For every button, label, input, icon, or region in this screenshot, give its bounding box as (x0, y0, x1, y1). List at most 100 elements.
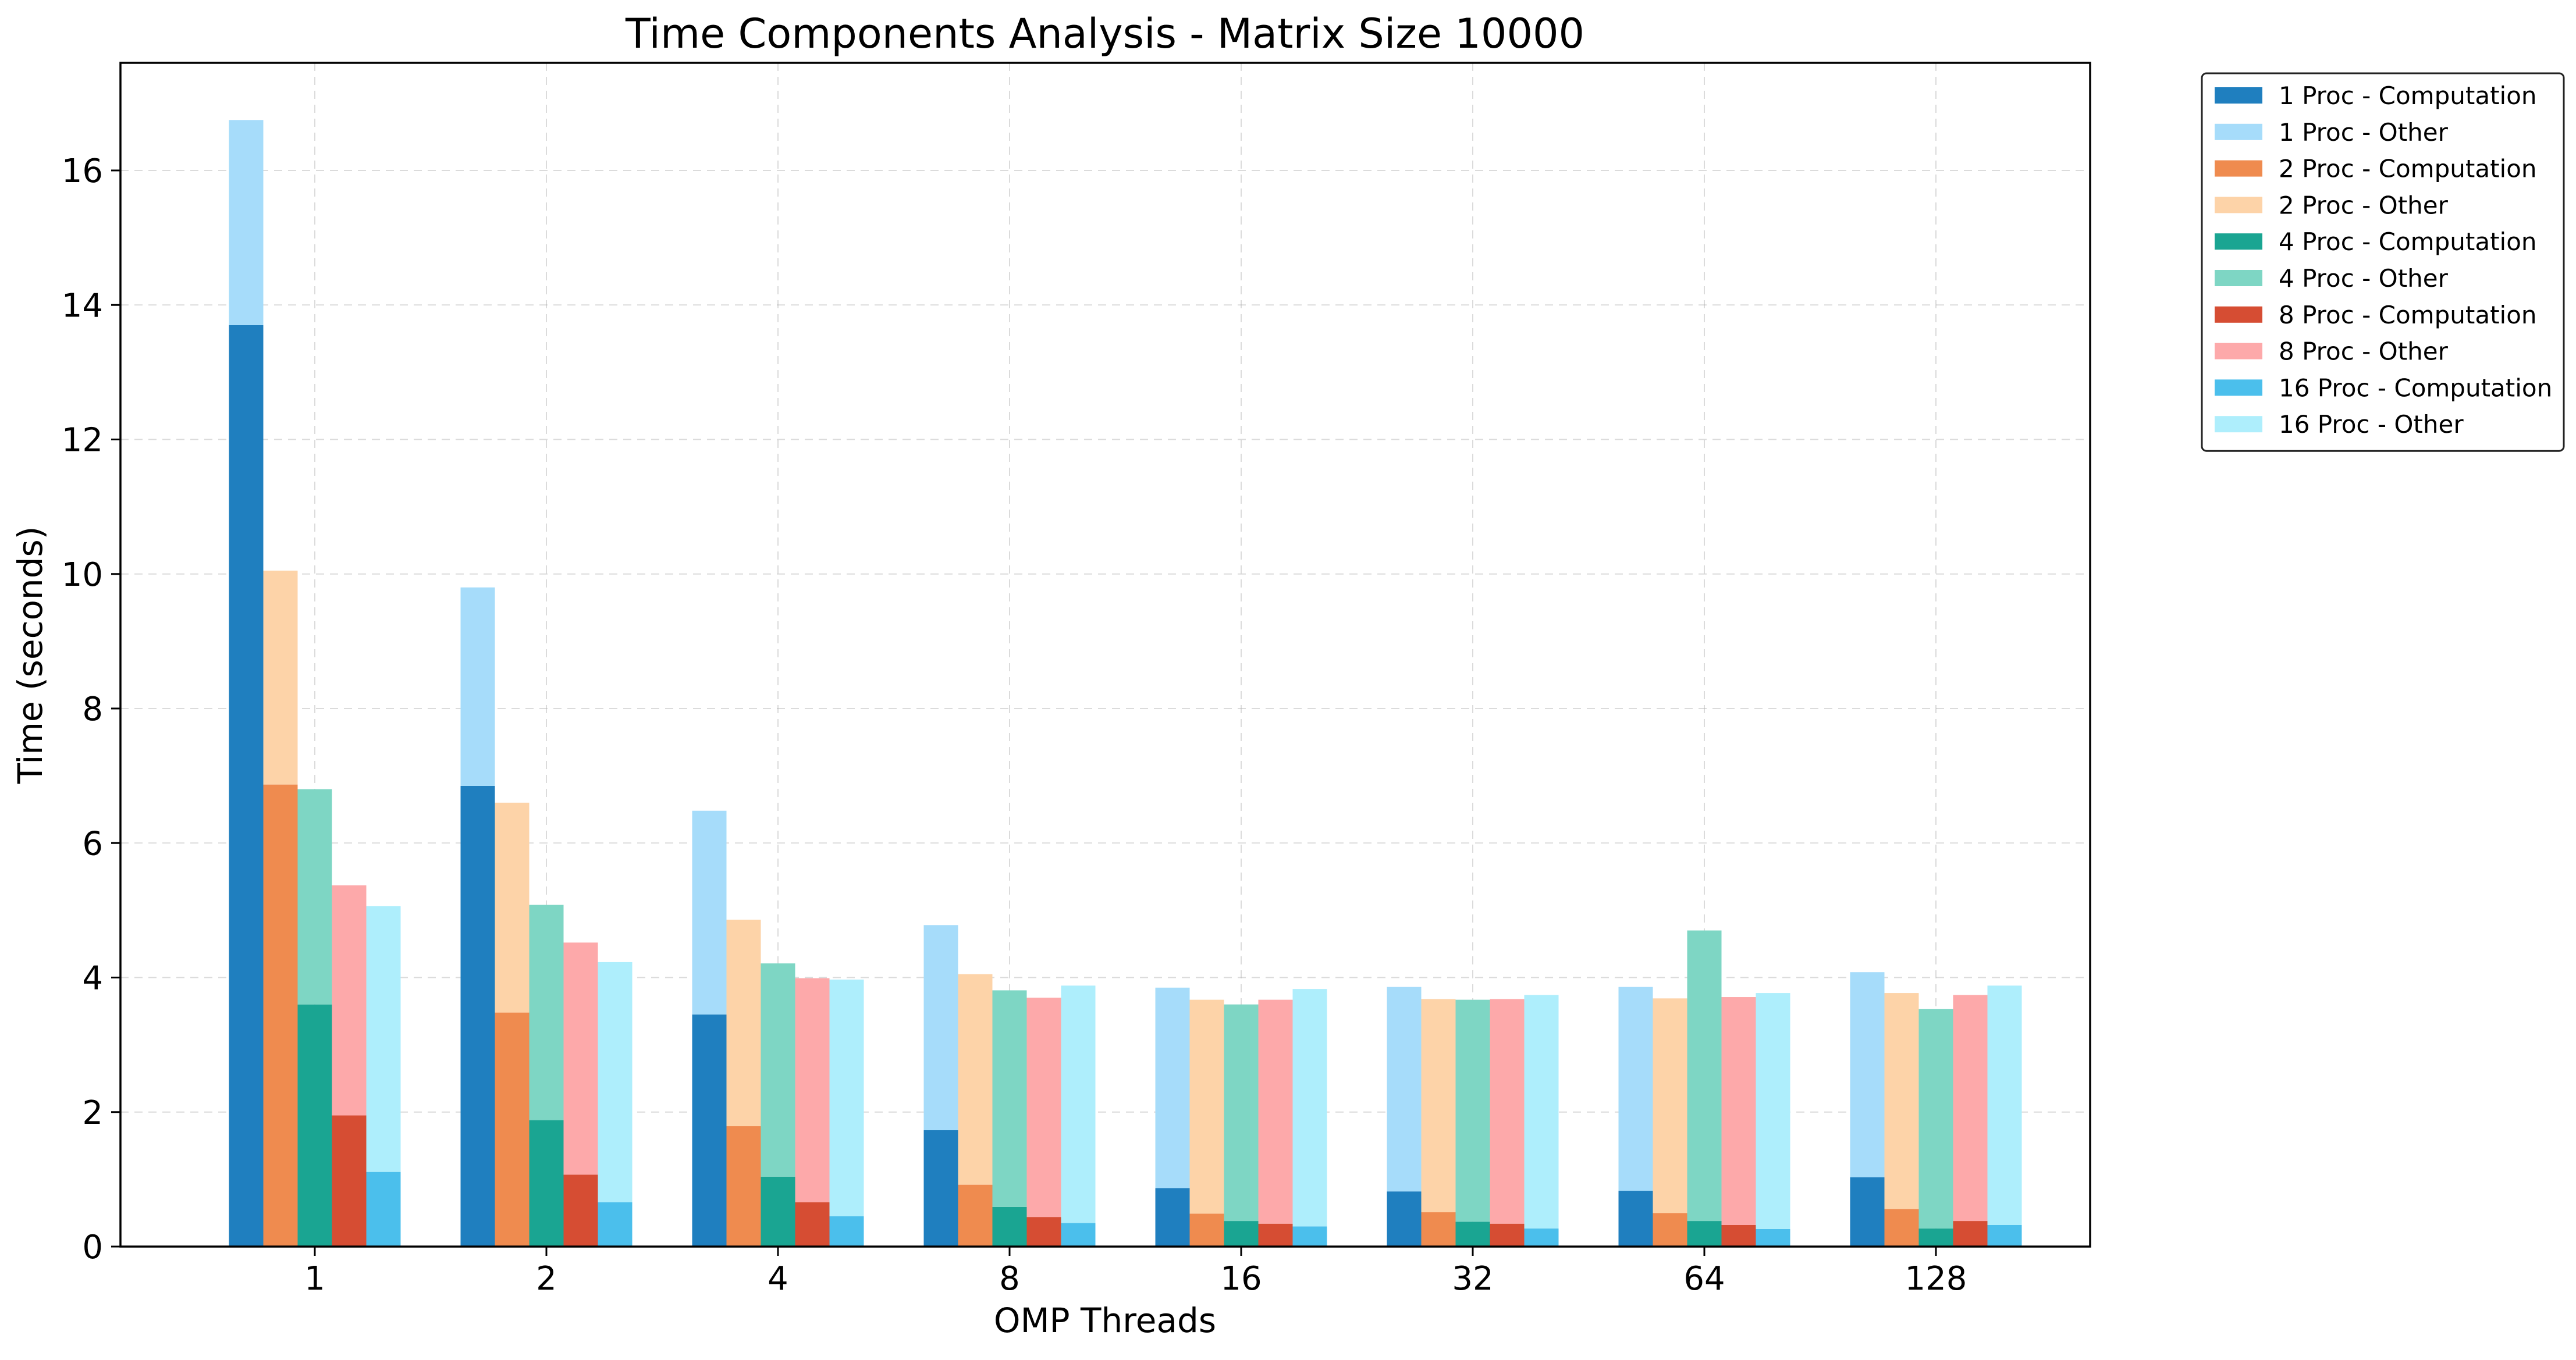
bar-other (992, 990, 1027, 1207)
bar-computation (1061, 1223, 1096, 1247)
bar-computation (1756, 1229, 1790, 1247)
bar-computation (332, 1115, 367, 1247)
y-tick-label: 14 (62, 287, 103, 325)
bar-computation (529, 1120, 564, 1247)
plot-frame (119, 62, 2091, 1248)
legend-label: 16 Proc - Other (2279, 410, 2464, 439)
legend-swatch (2215, 87, 2262, 104)
bar-computation (1850, 1177, 1885, 1247)
bar-other (1455, 999, 1490, 1222)
legend-label: 1 Proc - Other (2279, 118, 2449, 147)
y-tick-label: 16 (62, 152, 103, 190)
bar-computation (1953, 1221, 1988, 1247)
x-axis: 1 2 4 8 16 32 64 128 (304, 1247, 1967, 1298)
x-tick-label: 1 (304, 1260, 325, 1298)
bar-computation (923, 1130, 958, 1247)
bar-computation (495, 1012, 530, 1247)
y-axis: 0 2 4 6 8 10 12 14 16 (62, 152, 120, 1266)
y-tick-label: 8 (82, 690, 103, 728)
bar-computation (1258, 1223, 1293, 1247)
bar-other (1653, 998, 1687, 1213)
bar-other (1292, 989, 1327, 1227)
bar-computation (297, 1004, 332, 1247)
bar-other (1687, 930, 1722, 1222)
legend-label: 16 Proc - Computation (2279, 373, 2552, 402)
bar-computation (829, 1216, 864, 1247)
bar-other (1026, 998, 1061, 1217)
x-tick-label: 128 (1905, 1260, 1967, 1298)
bar-computation (1421, 1212, 1456, 1247)
bar-other (726, 920, 761, 1127)
legend-label: 8 Proc - Computation (2279, 301, 2537, 329)
bar-computation (1189, 1213, 1224, 1247)
bar-computation (958, 1184, 993, 1247)
bar-other (1850, 972, 1885, 1177)
bar-computation (1618, 1191, 1653, 1247)
bar-other (1387, 987, 1422, 1192)
x-tick-label: 64 (1683, 1260, 1725, 1298)
legend-label: 8 Proc - Other (2279, 337, 2449, 366)
y-tick-label: 4 (82, 960, 103, 998)
bar-other (761, 963, 795, 1177)
bar-other (1421, 999, 1456, 1213)
legend-swatch (2215, 343, 2262, 359)
bar-other (1918, 1009, 1953, 1229)
bar-other (923, 925, 958, 1130)
bar-other (1258, 999, 1293, 1224)
bar-other (563, 942, 598, 1175)
bar-other (332, 885, 367, 1116)
bar-computation (1387, 1191, 1422, 1247)
bar-computation (1224, 1221, 1259, 1247)
legend-swatch (2215, 416, 2262, 433)
x-tick-label: 2 (536, 1260, 557, 1298)
bar-other (1953, 995, 1988, 1222)
bar-other (229, 120, 264, 325)
bar-computation (1653, 1213, 1687, 1247)
y-tick-label: 12 (62, 422, 103, 460)
bar-computation (1687, 1221, 1722, 1247)
x-tick-label: 32 (1452, 1260, 1493, 1298)
bar-other (692, 810, 727, 1015)
legend-swatch (2215, 160, 2262, 177)
legend-swatch (2215, 123, 2262, 140)
bar-computation (1155, 1188, 1190, 1247)
y-axis-title: Time (seconds) (10, 526, 50, 785)
bar-other (795, 978, 830, 1202)
chart-title: Time Components Analysis - Matrix Size 1… (625, 10, 1584, 58)
bar-other (460, 587, 495, 786)
x-axis-title: OMP Threads (994, 1301, 1216, 1340)
x-tick-label: 16 (1220, 1260, 1262, 1298)
grid-layer (120, 63, 2090, 1247)
bar-computation (1490, 1223, 1525, 1247)
legend-frame (2201, 72, 2565, 452)
bar-computation (1884, 1209, 1919, 1247)
bar-other (1155, 987, 1190, 1188)
bars-layer (229, 120, 2022, 1247)
bar-computation (795, 1202, 830, 1247)
bar-other (958, 974, 993, 1185)
bar-other (263, 570, 298, 785)
bar-other (1189, 999, 1224, 1214)
legend-label: 1 Proc - Computation (2279, 81, 2537, 110)
legend-label: 2 Proc - Other (2279, 191, 2449, 219)
bar-computation (598, 1202, 633, 1247)
y-tick-label: 2 (82, 1094, 103, 1132)
bar-computation (1455, 1222, 1490, 1247)
bar-other (366, 906, 401, 1172)
legend-label: 4 Proc - Computation (2279, 227, 2537, 256)
bar-other (297, 789, 332, 1005)
legend: 1 Proc - Computation 1 Proc - Other 2 Proc… (2201, 72, 2565, 452)
bar-other (1756, 993, 1790, 1229)
bar-other (1721, 997, 1756, 1225)
bar-other (1618, 987, 1653, 1191)
bar-computation (263, 784, 298, 1247)
bar-other (1884, 993, 1919, 1209)
legend-label: 4 Proc - Other (2279, 264, 2449, 293)
bar-computation (366, 1172, 401, 1247)
bar-computation (1524, 1228, 1559, 1247)
legend-label: 2 Proc - Computation (2279, 155, 2537, 183)
bar-other (1490, 999, 1525, 1224)
bar-computation (1292, 1226, 1327, 1247)
